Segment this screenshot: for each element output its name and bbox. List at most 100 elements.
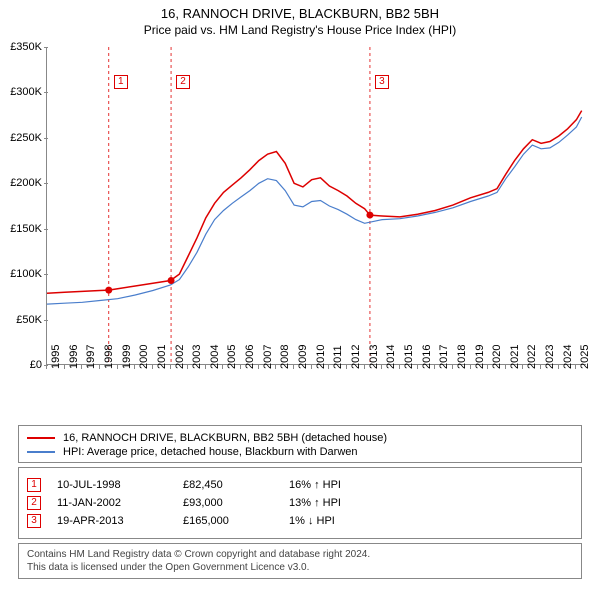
legend-label: 16, RANNOCH DRIVE, BLACKBURN, BB2 5BH (d…	[63, 432, 387, 444]
x-tick-label: 2014	[385, 345, 397, 369]
x-tick-mark	[399, 365, 400, 369]
plot-frame	[46, 47, 586, 365]
sale-date: 11-JAN-2002	[57, 497, 167, 509]
x-tick-label: 2009	[297, 345, 309, 369]
chart-title: 16, RANNOCH DRIVE, BLACKBURN, BB2 5BH	[0, 6, 600, 21]
x-tick-mark	[470, 365, 471, 369]
x-tick-label: 2022	[526, 345, 538, 369]
x-tick-label: 1998	[103, 345, 115, 369]
x-tick-mark	[99, 365, 100, 369]
x-tick-label: 2003	[191, 345, 203, 369]
sale-row: 211-JAN-2002£93,00013% ↑ HPI	[27, 496, 573, 510]
x-tick-label: 2001	[156, 345, 168, 369]
x-tick-mark	[311, 365, 312, 369]
sale-delta: 13% ↑ HPI	[289, 497, 399, 509]
footer-line: This data is licensed under the Open Gov…	[27, 561, 573, 574]
x-tick-mark	[64, 365, 65, 369]
x-tick-mark	[293, 365, 294, 369]
sale-row: 319-APR-2013£165,0001% ↓ HPI	[27, 514, 573, 528]
x-tick-mark	[540, 365, 541, 369]
y-tick-label: £250K	[10, 132, 42, 144]
x-tick-mark	[134, 365, 135, 369]
x-tick-mark	[222, 365, 223, 369]
footer-line: Contains HM Land Registry data © Crown c…	[27, 548, 573, 561]
attribution-footer: Contains HM Land Registry data © Crown c…	[18, 543, 582, 579]
x-tick-mark	[364, 365, 365, 369]
x-tick-mark	[117, 365, 118, 369]
x-tick-mark	[258, 365, 259, 369]
x-tick-mark	[417, 365, 418, 369]
sale-delta: 1% ↓ HPI	[289, 515, 399, 527]
x-tick-mark	[346, 365, 347, 369]
plot-svg	[47, 47, 587, 365]
legend-swatch-icon	[27, 451, 55, 453]
x-tick-mark	[452, 365, 453, 369]
x-tick-label: 2011	[332, 345, 344, 369]
sales-table: 110-JUL-1998£82,45016% ↑ HPI211-JAN-2002…	[18, 467, 582, 539]
x-tick-label: 2025	[579, 345, 591, 369]
x-tick-label: 2004	[209, 345, 221, 369]
legend-swatch-icon	[27, 437, 55, 439]
x-tick-label: 2007	[262, 345, 274, 369]
x-tick-label: 2015	[403, 345, 415, 369]
sale-delta: 16% ↑ HPI	[289, 479, 399, 491]
x-tick-label: 2020	[491, 345, 503, 369]
x-tick-mark	[381, 365, 382, 369]
x-tick-mark	[575, 365, 576, 369]
series-line	[47, 111, 582, 294]
x-tick-label: 1996	[68, 345, 80, 369]
x-tick-label: 2021	[509, 345, 521, 369]
x-tick-label: 2012	[350, 345, 362, 369]
x-tick-label: 2000	[138, 345, 150, 369]
x-tick-label: 2024	[562, 345, 574, 369]
y-tick-label: £100K	[10, 268, 42, 280]
x-tick-mark	[170, 365, 171, 369]
chart-area: £0£50K£100K£150K£200K£250K£300K£350K 199…	[0, 39, 600, 419]
y-tick-label: £50K	[16, 314, 42, 326]
x-tick-mark	[275, 365, 276, 369]
sale-marker-badge: 1	[114, 75, 128, 89]
sale-row: 1 10-JUL-1998 £82,450 16% ↑ HPI	[27, 478, 573, 492]
x-tick-mark	[505, 365, 506, 369]
legend-item: 16, RANNOCH DRIVE, BLACKBURN, BB2 5BH (d…	[27, 432, 573, 444]
sale-point-icon	[168, 277, 175, 284]
x-tick-label: 2016	[421, 345, 433, 369]
x-tick-mark	[522, 365, 523, 369]
x-tick-mark	[81, 365, 82, 369]
x-tick-label: 2005	[226, 345, 238, 369]
y-tick-label: £300K	[10, 86, 42, 98]
x-tick-mark	[328, 365, 329, 369]
x-tick-mark	[487, 365, 488, 369]
x-tick-label: 2018	[456, 345, 468, 369]
x-tick-label: 2013	[368, 345, 380, 369]
x-tick-label: 2019	[474, 345, 486, 369]
sale-price: £82,450	[183, 479, 273, 491]
chart-header: 16, RANNOCH DRIVE, BLACKBURN, BB2 5BH Pr…	[0, 0, 600, 39]
x-tick-label: 2008	[279, 345, 291, 369]
x-tick-label: 2006	[244, 345, 256, 369]
sale-marker-badge: 3	[375, 75, 389, 89]
x-tick-label: 1997	[85, 345, 97, 369]
y-tick-label: £350K	[10, 41, 42, 53]
x-tick-label: 2017	[438, 345, 450, 369]
legend-label: HPI: Average price, detached house, Blac…	[63, 446, 358, 458]
x-tick-label: 2023	[544, 345, 556, 369]
sale-date: 10-JUL-1998	[57, 479, 167, 491]
x-tick-mark	[205, 365, 206, 369]
chart-subtitle: Price paid vs. HM Land Registry's House …	[0, 23, 600, 37]
x-tick-mark	[240, 365, 241, 369]
y-tick-label: £200K	[10, 177, 42, 189]
sale-row-badge: 1	[27, 478, 41, 492]
x-tick-label: 1999	[121, 345, 133, 369]
x-tick-label: 1995	[50, 345, 62, 369]
sale-point-icon	[105, 287, 112, 294]
sale-price: £93,000	[183, 497, 273, 509]
y-tick-label: £150K	[10, 223, 42, 235]
series-line	[47, 117, 582, 304]
sale-price: £165,000	[183, 515, 273, 527]
legend-item: HPI: Average price, detached house, Blac…	[27, 446, 573, 458]
x-tick-label: 2002	[174, 345, 186, 369]
sale-marker-badge: 2	[176, 75, 190, 89]
x-tick-mark	[434, 365, 435, 369]
x-tick-label: 2010	[315, 345, 327, 369]
